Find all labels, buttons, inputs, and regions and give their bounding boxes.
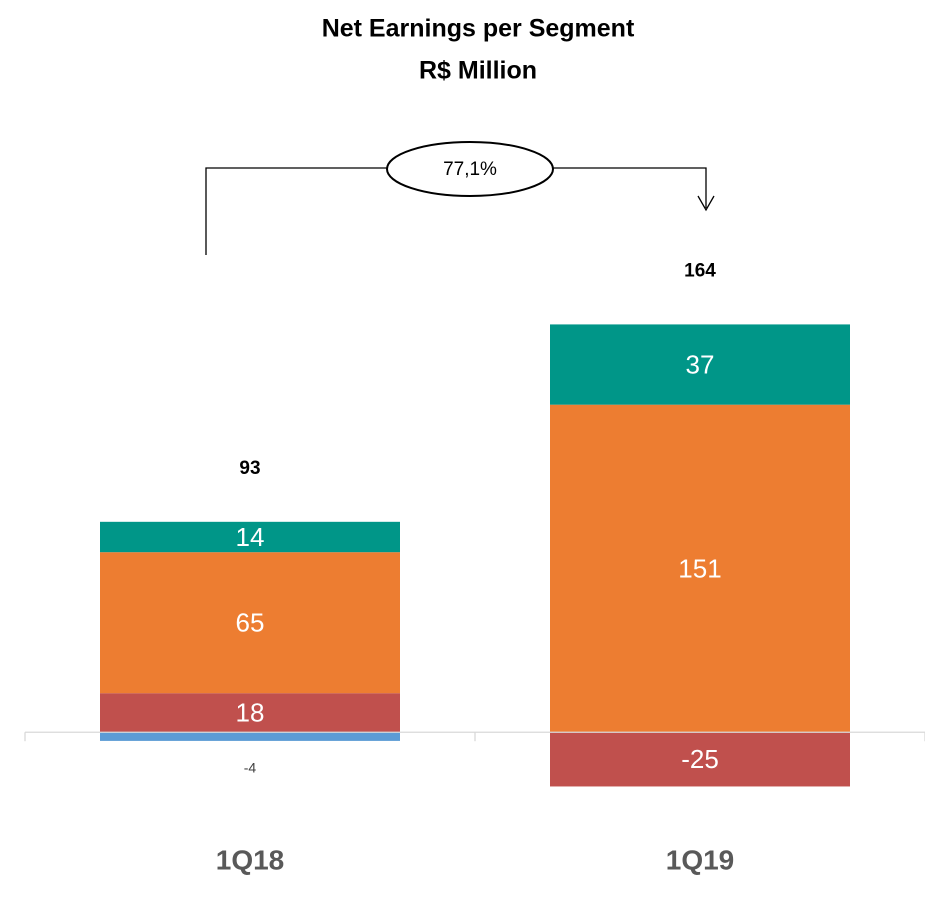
bracket-right <box>553 167 707 208</box>
bar-segment <box>100 732 400 741</box>
value-label: -4 <box>244 760 257 776</box>
bar-segment <box>550 324 850 405</box>
bracket-left <box>205 167 387 255</box>
total-label: 164 <box>684 260 716 281</box>
value-label: -25 <box>681 744 719 774</box>
bar-segment <box>550 732 850 787</box>
annotation-ellipse <box>386 141 554 197</box>
chart-subtitle: R$ Million <box>419 57 537 85</box>
x-tick-label: 1Q19 <box>666 844 735 875</box>
arrow-head <box>697 195 715 212</box>
total-label: 93 <box>239 458 260 479</box>
bar-segment <box>100 521 400 553</box>
chart-title: Net Earnings per Segment <box>322 15 635 43</box>
value-label: 14 <box>236 522 265 552</box>
value-label: 37 <box>686 349 715 379</box>
value-label: 18 <box>236 698 265 728</box>
value-label: 65 <box>236 608 265 638</box>
growth-annotation <box>205 141 715 255</box>
bar-segment <box>550 404 850 733</box>
annotation-label: 77,1% <box>443 159 497 180</box>
x-tick-label: 1Q18 <box>216 844 285 875</box>
bar-segment <box>100 693 400 733</box>
bar-segment <box>100 552 400 694</box>
value-label: 151 <box>678 553 721 583</box>
